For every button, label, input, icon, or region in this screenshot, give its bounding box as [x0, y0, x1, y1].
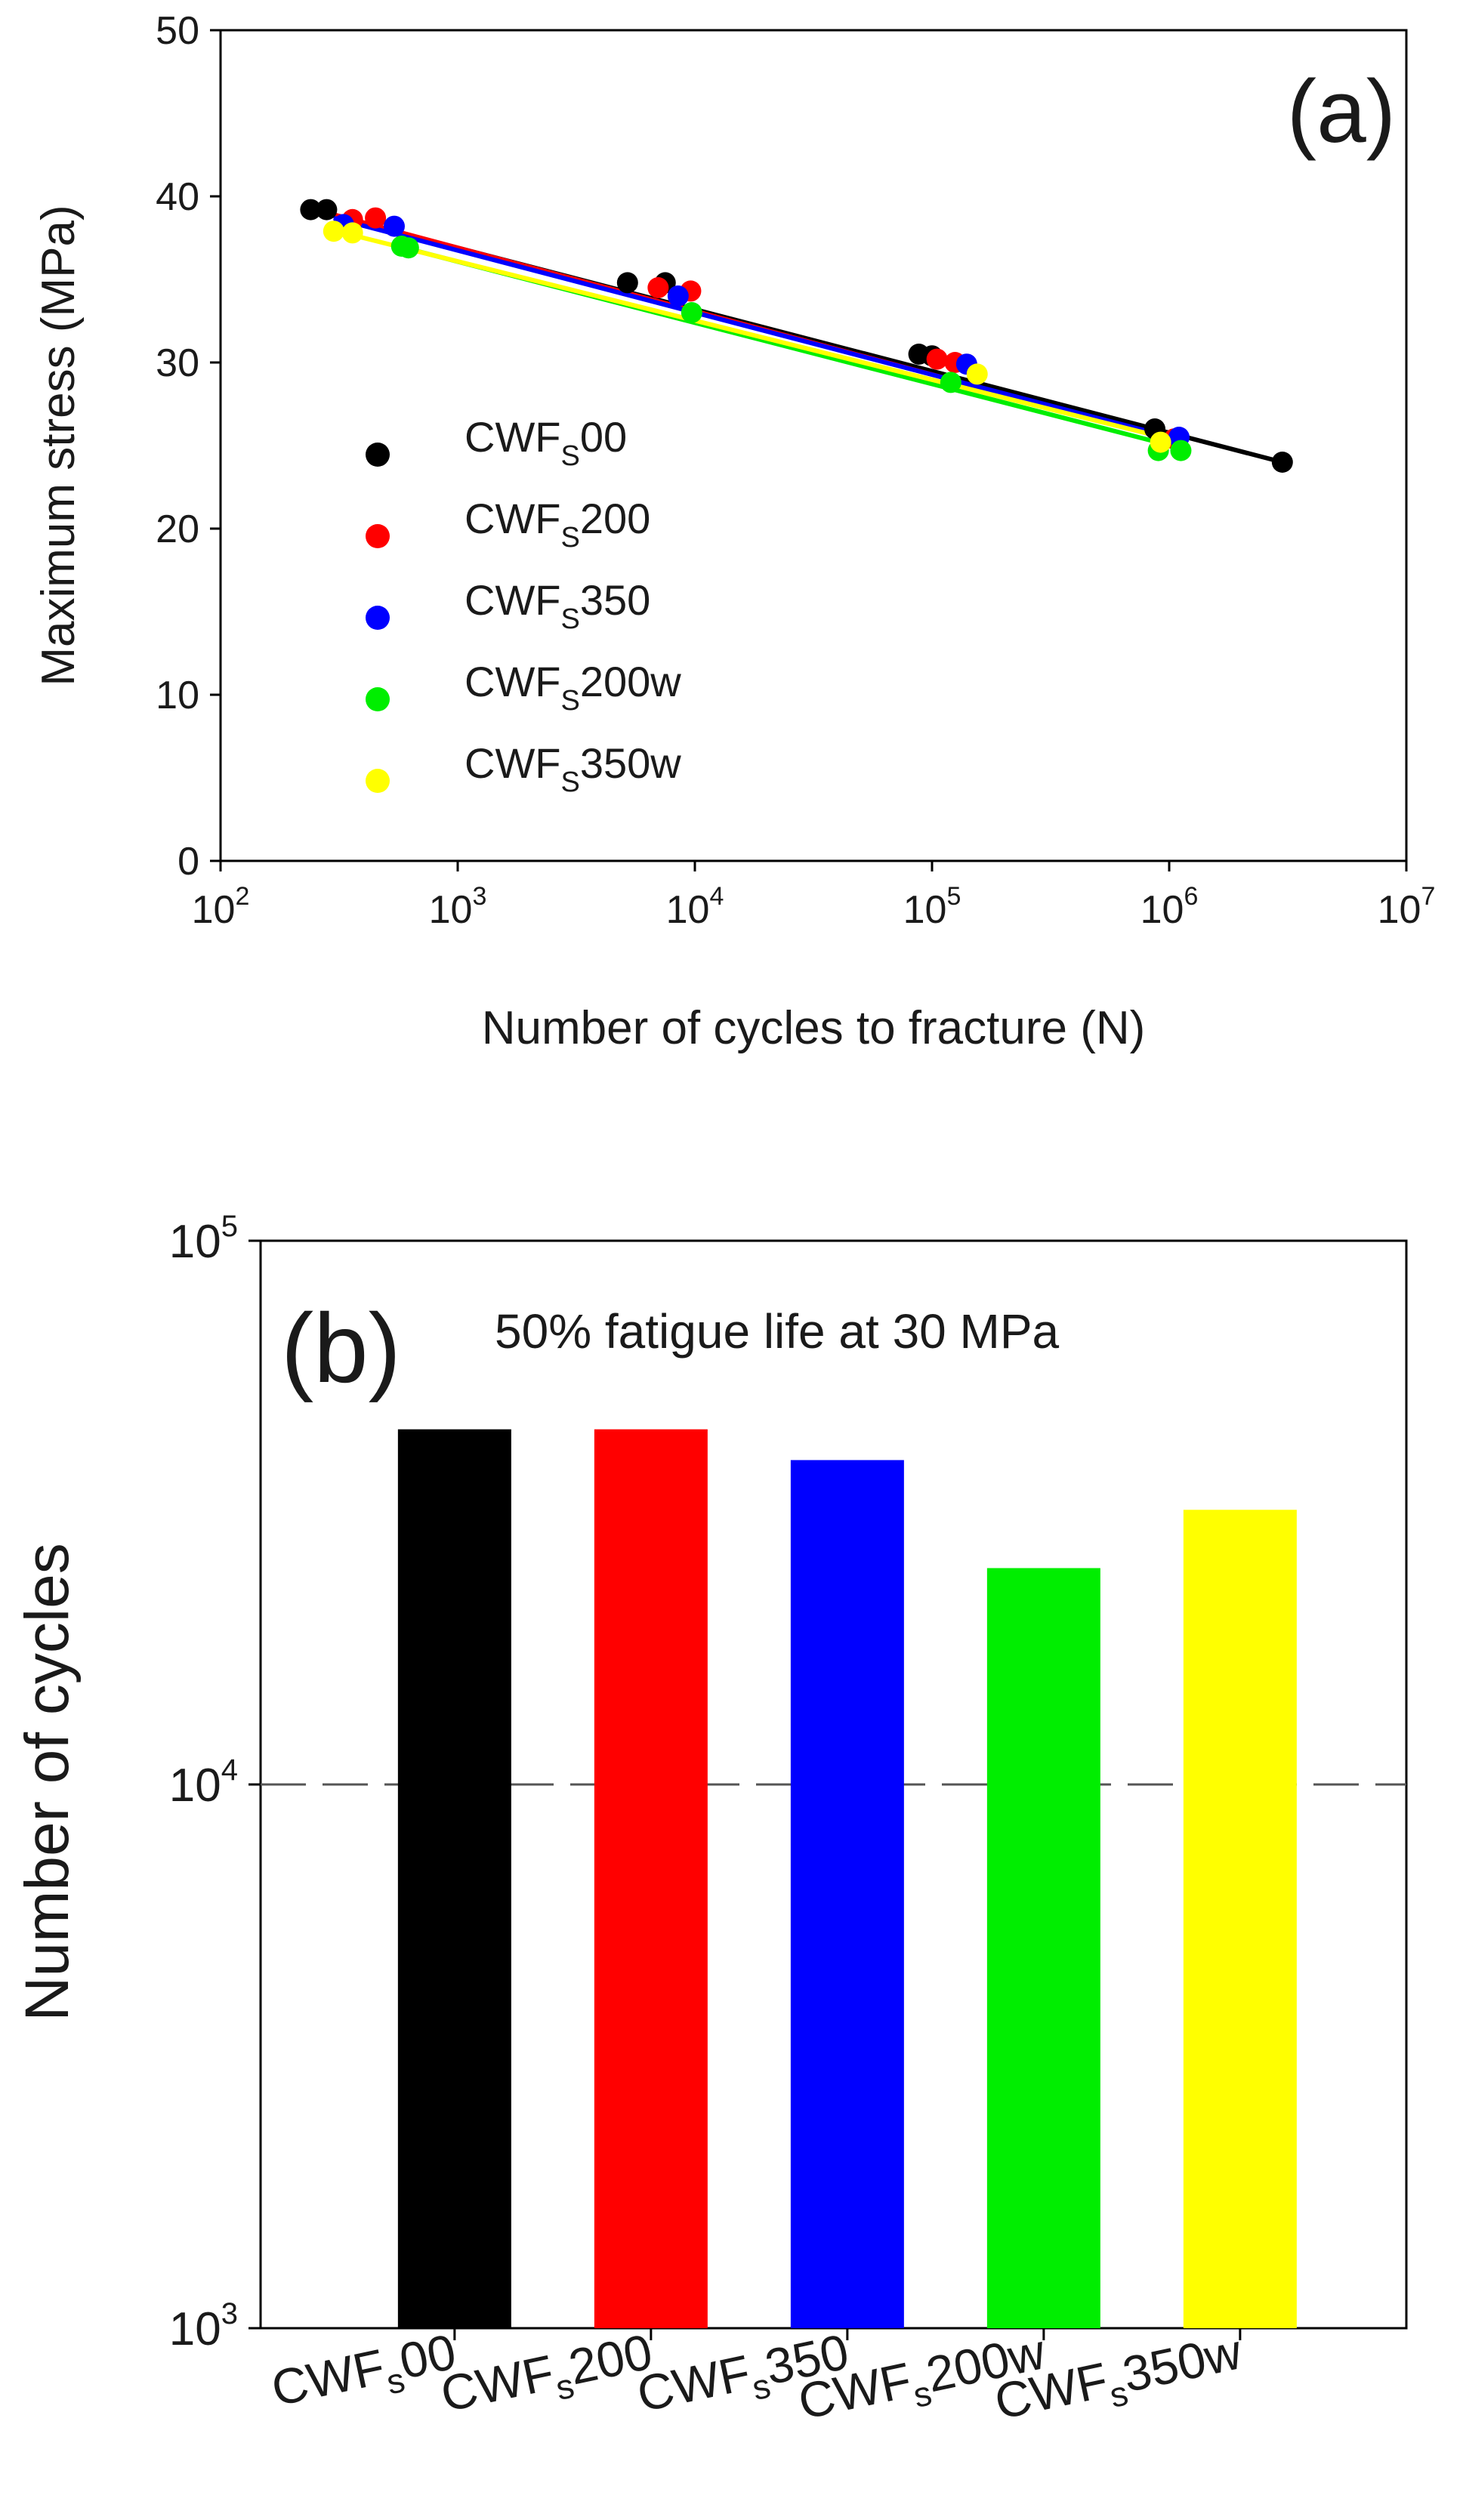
x-tick-label-b: CWFs00	[267, 2323, 462, 2425]
legend-marker-CWFs200	[366, 524, 390, 548]
y-tick-label-a: 50	[156, 9, 199, 53]
legend-marker-CWFs350w	[366, 769, 390, 793]
plot-frame-a	[219, 29, 1408, 862]
data-point-CWFs00	[316, 199, 338, 221]
data-point-CWFs350	[667, 285, 689, 307]
legend-label-CWFs350: CWFS350	[465, 576, 650, 635]
data-point-CWFs350w	[966, 363, 988, 385]
data-point-CWFs200w	[681, 302, 702, 323]
legend-marker-CWFs200w	[366, 687, 390, 711]
y-axis-a: 0 10 20 30 40 50	[156, 9, 221, 884]
y-tick-label-a: 0	[177, 840, 199, 884]
x-axis-title-a: Number of cycles to fracture (N)	[482, 1002, 1146, 1054]
data-point-CWFs200w	[397, 237, 419, 259]
data-points-a	[300, 199, 1293, 473]
legend-label-CWFs200w: CWFS200w	[465, 658, 681, 717]
x-tick-label-a: 106	[1140, 882, 1199, 932]
y-axis-title-b: Number of cycles	[13, 1543, 82, 2021]
panel-a-label: (a)	[1287, 62, 1396, 162]
bar-3	[986, 1568, 1100, 2328]
y-tick-label-a: 20	[156, 507, 199, 551]
legend-label-CWFs00: CWFS00	[465, 413, 627, 472]
y-tick-label-a: 40	[156, 175, 199, 219]
y-tick-label-b: 104	[169, 1754, 238, 1812]
legend-marker-CWFs00	[366, 443, 390, 467]
x-tick-label-a: 102	[192, 882, 250, 932]
x-tick-label-a: 107	[1378, 882, 1436, 932]
bar-1	[594, 1429, 708, 2328]
data-point-CWFs200w	[1170, 440, 1192, 461]
fit-lines-a	[310, 207, 1283, 464]
x-axis-a: 102 103 104 105 106 107	[192, 861, 1436, 932]
data-point-CWFs350	[383, 215, 405, 237]
legend-label-CWFs350w: CWFS350w	[465, 739, 681, 798]
legend-a: CWFS00 CWFS200 CWFS350 CWFS200w CWFS350w	[366, 413, 681, 798]
x-tick-label-a: 105	[903, 882, 961, 932]
data-point-CWFs350w	[1150, 431, 1171, 453]
legend-label-CWFs200: CWFS200	[465, 495, 650, 554]
bars-b	[397, 1429, 1297, 2328]
x-tick-label-a: 103	[429, 882, 487, 932]
fit-line-CWFs350	[333, 215, 1184, 443]
data-point-CWFs00	[300, 199, 322, 221]
bar-4	[1183, 1510, 1297, 2328]
bar-0	[397, 1429, 511, 2328]
y-axis-title-a: Maximum stress (MPa)	[32, 205, 85, 686]
y-tick-label-b: 103	[169, 2297, 238, 2355]
y-tick-label-a: 10	[156, 674, 199, 717]
y-tick-label-b: 105	[169, 1210, 238, 1268]
data-point-CWFs350w	[323, 221, 344, 242]
data-point-CWFs200	[926, 348, 948, 370]
data-point-CWFs350w	[341, 222, 363, 244]
panel-b-label: (b)	[281, 1293, 401, 1403]
x-tick-label-b: CWFs200	[436, 2323, 659, 2431]
legend-marker-CWFs350	[366, 606, 390, 630]
data-point-CWFs00	[616, 272, 638, 294]
panel-b-bar-chart: 103 104 105 CWFs00CWFs200CWFs350CWFs200wCW…	[13, 1210, 1408, 2431]
y-tick-label-a: 30	[156, 341, 199, 385]
data-point-CWFs00	[1271, 452, 1293, 473]
x-tick-label-a: 104	[666, 882, 724, 932]
chart-title-b: 50% fatigue life at 30 MPa	[495, 1304, 1060, 1359]
fit-line-CWFs350w	[329, 227, 1170, 442]
panel-a-scatter-chart: 0 10 20 30 40 50 102 103 104 105 106 107 (a) CWFS0…	[32, 9, 1435, 1054]
data-point-CWFs200	[365, 207, 387, 229]
bar-2	[790, 1460, 904, 2328]
data-point-CWFs200w	[940, 372, 961, 393]
y-axis-b: 103 104 105	[169, 1210, 261, 2355]
data-point-CWFs200	[647, 277, 669, 298]
